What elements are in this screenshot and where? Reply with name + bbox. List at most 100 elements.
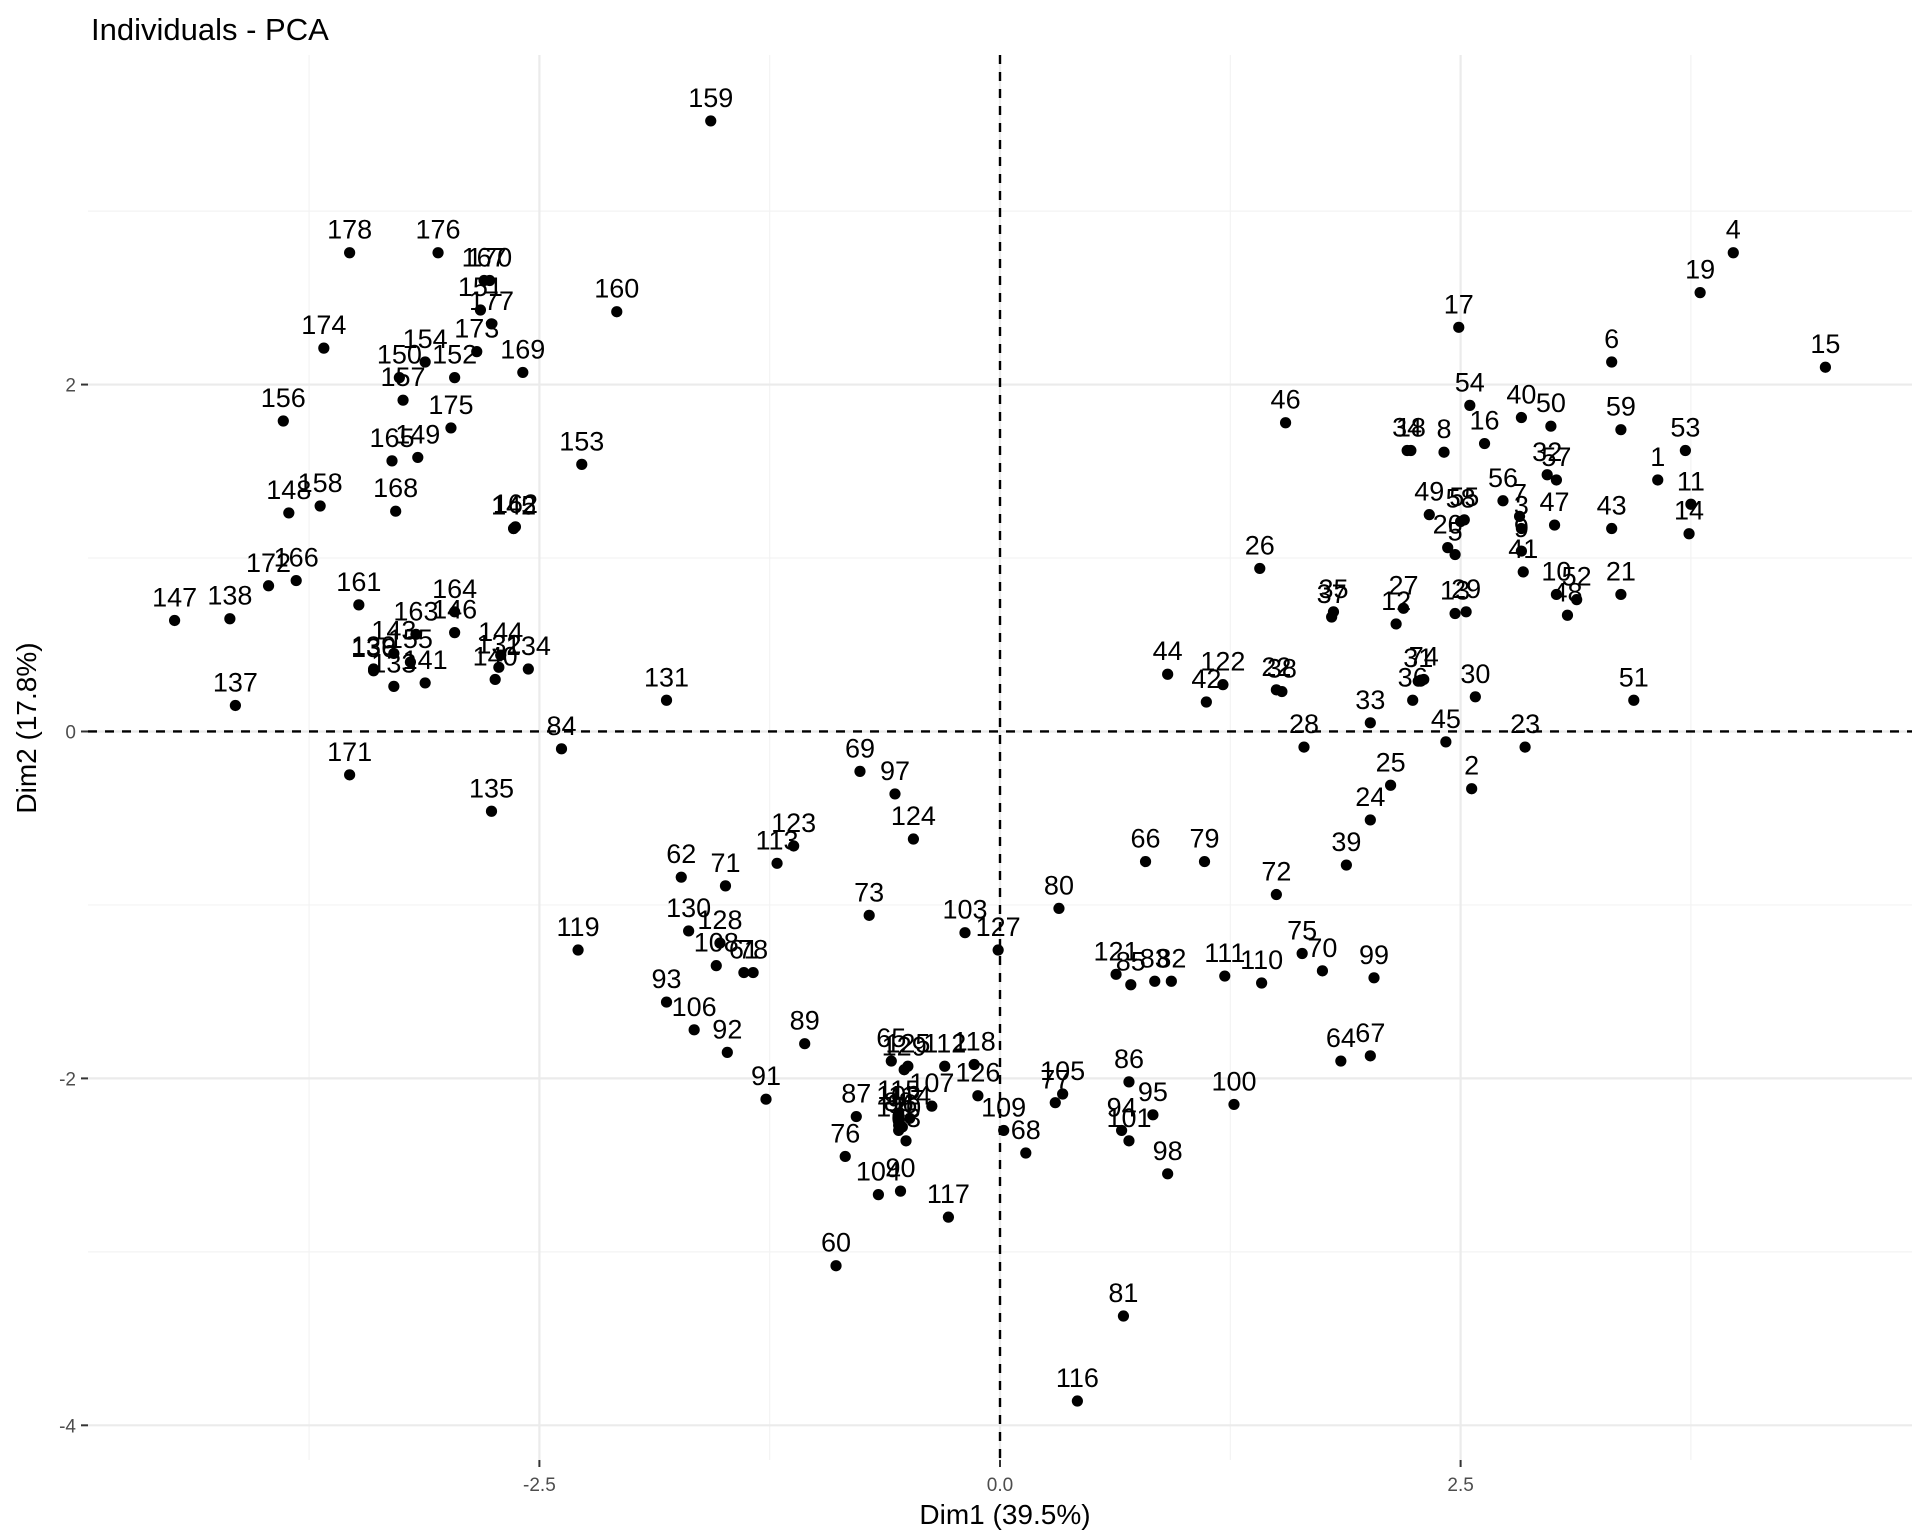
point-label-90: 90 <box>885 1153 915 1183</box>
point-label-25: 25 <box>1376 747 1406 777</box>
data-point-82 <box>1165 975 1177 987</box>
data-point-161 <box>353 599 365 611</box>
point-label-163: 163 <box>393 596 438 626</box>
data-point-122 <box>1217 679 1229 691</box>
point-label-157: 157 <box>381 362 426 392</box>
data-point-43 <box>1606 522 1618 535</box>
point-label-22: 22 <box>1261 652 1291 682</box>
point-label-109: 109 <box>981 1092 1026 1122</box>
data-point-110 <box>1256 977 1268 989</box>
data-point-13 <box>1449 607 1461 620</box>
point-label-14: 14 <box>1674 496 1704 526</box>
data-point-98 <box>1162 1168 1174 1180</box>
point-label-171: 171 <box>327 737 372 767</box>
data-point-67 <box>1364 1050 1376 1062</box>
point-label-27: 27 <box>1388 570 1418 600</box>
point-label-23: 23 <box>1510 709 1540 739</box>
data-point-4 <box>1727 247 1739 259</box>
data-point-153 <box>576 458 588 470</box>
data-point-97 <box>889 788 901 800</box>
point-label-88: 88 <box>884 1087 914 1117</box>
point-label-165: 165 <box>369 423 414 453</box>
point-label-10: 10 <box>1541 556 1571 586</box>
data-point-104 <box>872 1189 885 1201</box>
data-point-10 <box>1550 588 1563 601</box>
point-label-64: 64 <box>1326 1023 1356 1053</box>
point-label-15: 15 <box>1810 329 1840 359</box>
point-label-177: 177 <box>469 286 514 316</box>
data-point-34 <box>1401 444 1413 457</box>
data-point-124 <box>907 833 920 845</box>
data-point-28 <box>1298 741 1310 753</box>
point-label-5: 5 <box>1448 517 1463 547</box>
point-label-94: 94 <box>1107 1092 1137 1122</box>
data-point-173 <box>471 346 483 358</box>
point-label-70: 70 <box>1307 933 1337 963</box>
point-label-111: 111 <box>1204 938 1245 968</box>
data-point-105 <box>1057 1088 1069 1100</box>
point-label-19: 19 <box>1685 255 1715 285</box>
data-point-62 <box>675 871 687 883</box>
data-point-113 <box>771 857 783 869</box>
point-label-150: 150 <box>377 340 422 370</box>
point-label-105: 105 <box>1040 1056 1085 1086</box>
point-label-12: 12 <box>1381 586 1411 616</box>
data-point-15 <box>1819 361 1832 373</box>
data-point-72 <box>1270 888 1282 901</box>
point-label-72: 72 <box>1261 857 1291 887</box>
point-label-71: 71 <box>710 848 740 878</box>
data-point-129 <box>898 1064 910 1076</box>
point-label-77: 77 <box>1040 1065 1070 1095</box>
data-point-147 <box>168 614 181 627</box>
data-point-156 <box>277 415 289 427</box>
point-label-87: 87 <box>841 1079 871 1109</box>
data-point-33 <box>1364 717 1376 729</box>
point-label-65: 65 <box>876 1023 906 1053</box>
data-point-106 <box>688 1024 700 1036</box>
point-label-58: 58 <box>1446 484 1476 514</box>
data-point-116 <box>1071 1395 1083 1407</box>
point-label-141: 141 <box>403 645 448 675</box>
point-label-68: 68 <box>1011 1115 1041 1145</box>
point-label-156: 156 <box>261 383 306 413</box>
data-point-80 <box>1053 902 1065 915</box>
data-point-178 <box>344 247 356 259</box>
point-label-34: 34 <box>1392 412 1422 442</box>
point-label-164: 164 <box>432 574 477 604</box>
point-label-123: 123 <box>771 808 816 838</box>
data-point-152 <box>449 372 461 384</box>
data-point-68 <box>1020 1147 1032 1159</box>
point-label-107: 107 <box>909 1068 954 1098</box>
point-label-135: 135 <box>469 773 514 803</box>
data-point-127 <box>992 944 1004 956</box>
y-tick-label: 0 <box>65 722 76 743</box>
data-point-114 <box>904 1112 916 1124</box>
data-point-162 <box>509 521 522 533</box>
data-point-71 <box>719 880 732 892</box>
data-point-11 <box>1685 498 1697 510</box>
point-label-78: 78 <box>738 935 768 965</box>
data-point-29 <box>1460 606 1472 618</box>
point-label-148: 148 <box>266 475 311 505</box>
x-tick-label: 2.5 <box>1447 1475 1473 1496</box>
x-tick-label: -2.5 <box>523 1475 556 1496</box>
data-point-16 <box>1478 437 1491 450</box>
data-point-130 <box>683 925 695 937</box>
data-point-146 <box>449 627 461 639</box>
point-label-95: 95 <box>1138 1077 1168 1107</box>
point-label-41: 41 <box>1508 534 1538 564</box>
data-point-84 <box>555 743 568 755</box>
point-label-86: 86 <box>1114 1044 1144 1074</box>
data-point-66 <box>1139 855 1152 868</box>
data-point-90 <box>894 1185 907 1197</box>
point-label-13: 13 <box>1440 576 1470 606</box>
data-point-75 <box>1296 947 1308 960</box>
point-label-43: 43 <box>1597 491 1627 521</box>
data-point-25 <box>1384 779 1397 791</box>
data-point-89 <box>799 1038 811 1050</box>
point-label-176: 176 <box>416 215 461 245</box>
data-point-38 <box>1276 685 1288 698</box>
data-point-119 <box>572 944 584 956</box>
point-label-119: 119 <box>557 912 600 942</box>
data-point-32 <box>1541 469 1553 481</box>
